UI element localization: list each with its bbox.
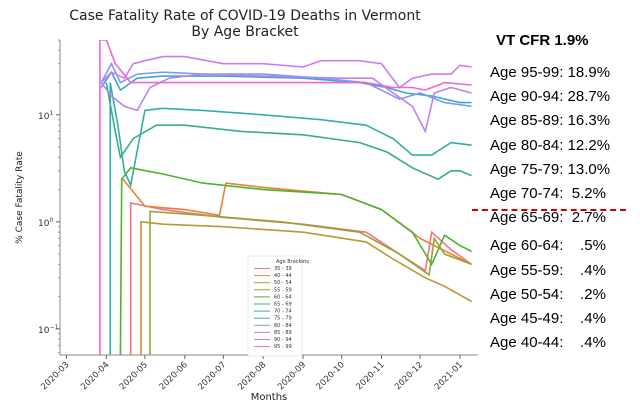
x-tick-label: 2021-01 [433, 360, 465, 392]
threshold-divider [472, 209, 626, 211]
legend-entry: 35 - 39 [274, 266, 292, 272]
x-tick-label: 2020-06 [158, 360, 190, 392]
series-line-85-89 [100, 73, 472, 134]
legend-entry: 50 - 54 [274, 280, 292, 286]
legend-entry: 90 - 94 [274, 337, 292, 343]
panel-row: Age 60-64: .5% [490, 237, 606, 255]
y-tick-label: 101 [38, 110, 53, 122]
panel-header: VT CFR 1.9% [496, 32, 589, 49]
x-tick-label: 2020-03 [39, 360, 71, 392]
y-tick-label: 10−1 [38, 324, 58, 336]
x-tick-label: 2020-08 [236, 360, 268, 392]
legend-entry: 40 - 44 [274, 273, 292, 279]
legend-entry: 60 - 64 [274, 294, 292, 300]
x-tick-label: 2020-12 [393, 360, 425, 392]
legend-entry: 55 - 59 [274, 287, 292, 293]
x-tick-label: 2020-05 [118, 360, 150, 392]
legend-entry: 70 - 74 [274, 309, 292, 315]
series-line-75-79 [100, 70, 472, 104]
series-line-50-54 [140, 220, 472, 355]
legend-entry: 85 - 89 [274, 330, 292, 336]
chart-title: Case Fatality Rate of COVID-19 Deaths in… [69, 8, 421, 24]
series-line-70-74 [109, 82, 472, 355]
legend-entry: 80 - 84 [274, 323, 292, 329]
x-axis-label: Months [251, 392, 288, 403]
panel-row: Age 70-74: 5.2% [490, 185, 606, 202]
legend-entry: 95 - 99 [274, 344, 292, 350]
y-tick-label: 100 [38, 217, 53, 229]
x-tick-label: 2020-04 [79, 360, 111, 392]
panel-row: Age 75-79: 13.0% [490, 160, 611, 178]
panel-row: Age 65-69: 2.7% [490, 209, 606, 227]
panel-row: Age 40-44: .4% [490, 334, 606, 352]
x-tick-label: 2020-11 [354, 360, 386, 392]
series-line-60-64 [119, 166, 472, 355]
series-line-90-94 [100, 55, 472, 89]
series-line-80-84 [100, 61, 472, 108]
panel-row: Age 45-49: .4% [490, 310, 606, 327]
chart-subtitle: By Age Bracket [191, 24, 299, 40]
panel-row: Age 85-89: 16.3% [490, 112, 611, 130]
series-line-95-99 [99, 40, 472, 355]
legend-entry: 65 - 69 [274, 302, 292, 308]
panel-row: Age 90-94: 28.7% [490, 88, 611, 106]
legend-title: Age Brackets [276, 259, 309, 265]
legend-entry: 75 - 79 [274, 316, 292, 322]
panel-row: Age 80-84: 12.2% [490, 136, 611, 154]
x-tick-label: 2020-10 [315, 360, 347, 392]
panel-row: Age 95-99: 18.9% [490, 64, 611, 81]
panel-row: Age 55-59: .4% [490, 261, 606, 279]
x-tick-label: 2020-07 [196, 360, 228, 392]
y-axis-label: % Case Fatality Rate [15, 151, 25, 244]
x-tick-label: 2020-09 [276, 360, 308, 392]
panel-row: Age 50-54: .2% [490, 285, 606, 303]
series-line-65-69 [105, 82, 472, 181]
